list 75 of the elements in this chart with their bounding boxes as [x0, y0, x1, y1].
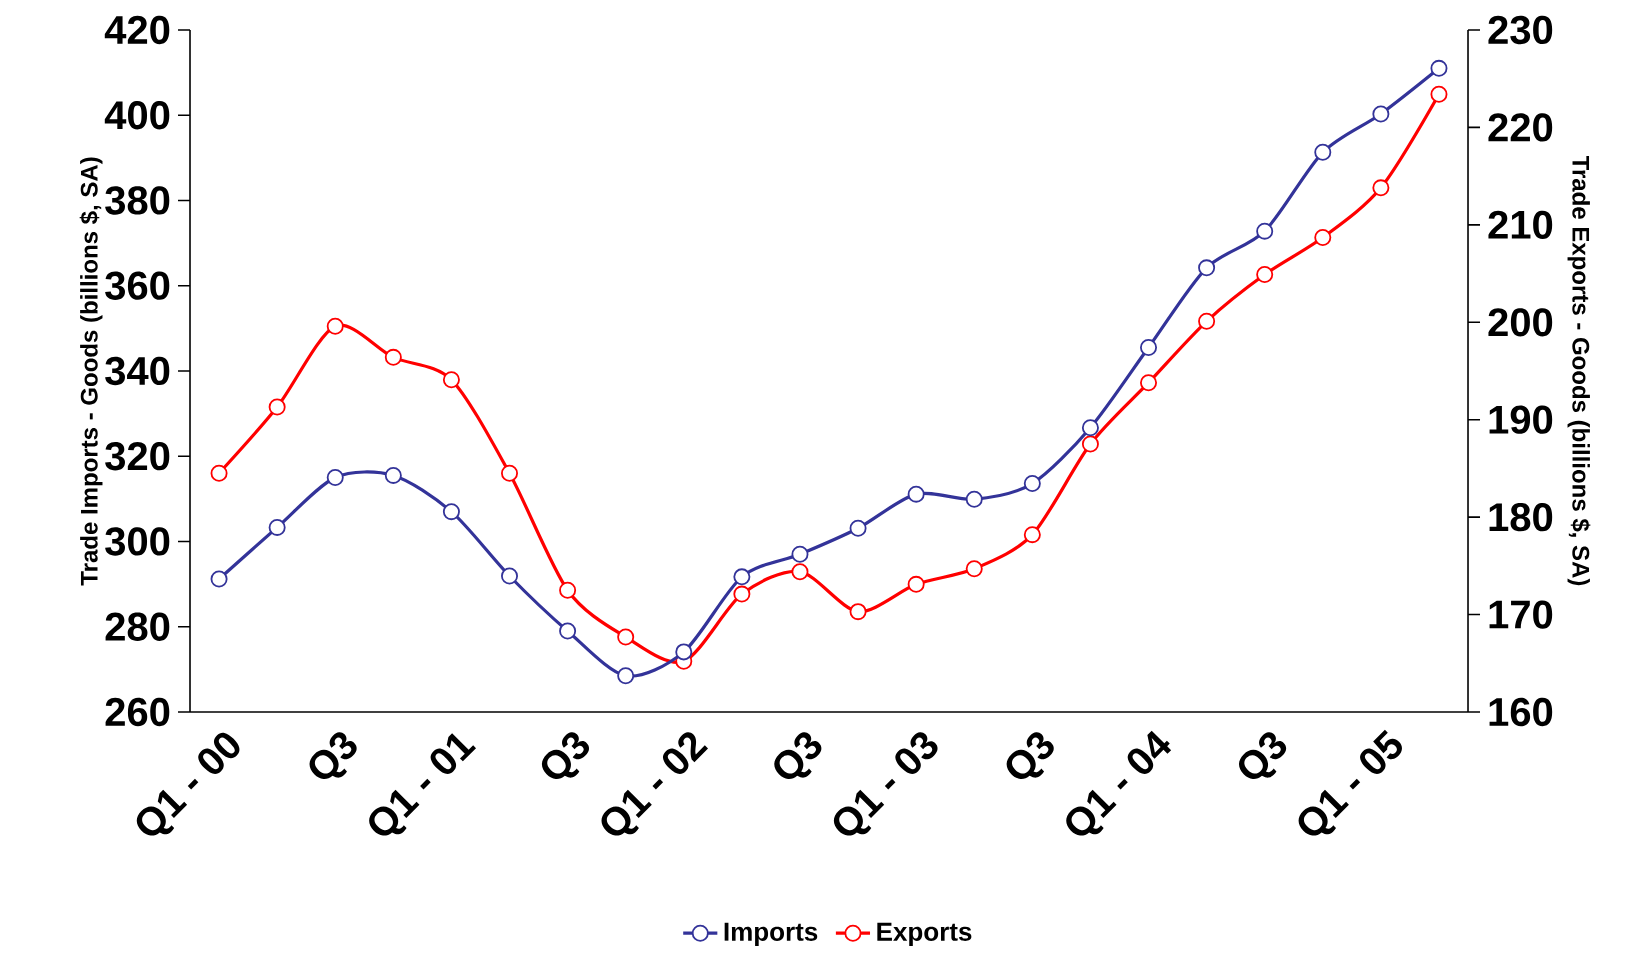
point	[501, 464, 519, 482]
y2-tick-label: 200	[1488, 308, 1553, 337]
legend-label: Imports	[724, 922, 818, 947]
y-tick-label: 360	[105, 271, 170, 300]
y2-tick-label: 210	[1488, 210, 1553, 239]
x-tick-label: Q3	[309, 732, 357, 779]
point	[1430, 59, 1448, 77]
x-tick-label: Q3	[774, 732, 822, 779]
point	[1140, 374, 1158, 392]
point	[1314, 143, 1332, 161]
x-tick-label: Q3	[1239, 732, 1287, 779]
point	[617, 667, 635, 685]
y2-tick-label: 180	[1489, 502, 1553, 532]
x-tick-label: Q1 - 01	[369, 733, 477, 836]
point	[384, 348, 402, 366]
point	[1372, 179, 1390, 197]
point	[210, 570, 228, 588]
y2-tick-label: 160	[1489, 697, 1553, 727]
point	[617, 628, 635, 646]
y-tick-label: 300	[105, 527, 170, 556]
point	[675, 643, 693, 661]
point	[849, 519, 867, 537]
point	[268, 398, 286, 416]
y-tick-label: 260	[105, 697, 170, 727]
y2-tick-label: 230	[1488, 15, 1553, 45]
point	[559, 581, 577, 599]
x-tick-label: Q3	[1006, 732, 1054, 779]
point	[1081, 419, 1099, 437]
point	[559, 622, 577, 640]
point	[1023, 475, 1041, 493]
point	[1314, 229, 1332, 247]
y-tick-label: 280	[105, 612, 170, 641]
point	[1198, 312, 1216, 330]
point	[907, 575, 925, 593]
y-tick-label: 420	[104, 15, 170, 45]
y2-tick-label: 190	[1489, 405, 1553, 434]
point	[1430, 85, 1448, 103]
point	[1023, 526, 1041, 544]
x-tick-label: Q1 - 04	[1066, 730, 1172, 836]
y-tick-label: 320	[105, 442, 170, 471]
point	[268, 518, 286, 536]
point	[965, 560, 983, 578]
legend-label: Exports	[877, 922, 972, 947]
point	[1081, 435, 1099, 453]
y2-tick-label: 170	[1489, 600, 1553, 629]
point	[442, 371, 460, 389]
y-tick-label: 380	[105, 186, 170, 215]
point	[326, 317, 344, 335]
x-tick-label: Q1 - 02	[601, 732, 709, 836]
y2-axis-title: Trade Exports - Goods (billions $, SA)	[1567, 155, 1591, 586]
x-tick-label: Q1 - 03	[833, 732, 938, 836]
y-tick-label: 400	[104, 101, 170, 130]
point	[442, 503, 460, 521]
point	[791, 563, 809, 581]
point	[733, 585, 751, 603]
point	[501, 567, 519, 585]
point	[384, 466, 402, 484]
point	[791, 545, 809, 563]
point	[1198, 259, 1216, 277]
point	[733, 568, 751, 586]
point	[1256, 222, 1274, 240]
point	[1140, 339, 1158, 357]
x-tick-label: Q1 - 05	[1298, 729, 1402, 836]
x-tick-label: Q3	[541, 732, 590, 779]
point	[1372, 105, 1390, 123]
point	[849, 603, 867, 621]
y2-tick-label: 220	[1488, 113, 1553, 142]
y-tick-label: 340	[105, 356, 170, 386]
point	[965, 490, 983, 508]
point	[907, 485, 925, 503]
x-tick-label: Q1 - 00	[136, 732, 240, 836]
point	[210, 464, 228, 482]
point	[1256, 266, 1274, 284]
y-axis-title: Trade Imports - Goods (billions $, SA)	[79, 157, 103, 586]
point	[326, 469, 344, 487]
